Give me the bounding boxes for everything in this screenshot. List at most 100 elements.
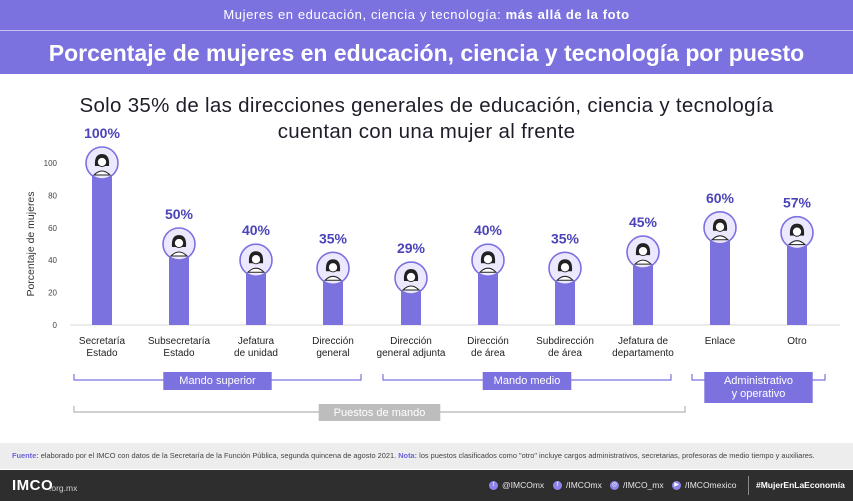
person-face bbox=[250, 254, 262, 265]
x-tick-label: Estado bbox=[86, 348, 118, 359]
x-tick-label: departamento bbox=[612, 348, 674, 359]
twitter-icon: t bbox=[489, 480, 498, 490]
social-handle: /IMCOmx bbox=[566, 480, 602, 490]
data-label: 57% bbox=[783, 195, 812, 211]
header-band: Mujeres en educación, ciencia y tecnolog… bbox=[0, 0, 853, 74]
x-tick-label: Dirección bbox=[467, 336, 509, 347]
x-tick-label: de área bbox=[548, 348, 582, 359]
x-tick-label: de unidad bbox=[234, 348, 278, 359]
bar bbox=[478, 260, 498, 325]
y-axis-label: Porcentaje de mujeres bbox=[25, 191, 37, 296]
bar bbox=[710, 227, 730, 325]
note-text: los puestos clasificados como "otro" inc… bbox=[419, 451, 815, 460]
x-tick-label: Jefatura bbox=[238, 336, 275, 347]
x-tick-label: Enlace bbox=[705, 336, 736, 347]
x-tick-label: Jefatura de bbox=[618, 336, 668, 347]
group-label: Mando superior bbox=[179, 375, 256, 387]
social-youtube[interactable]: ▶ /IMCOmexico bbox=[672, 480, 736, 490]
bar bbox=[246, 260, 266, 325]
y-tick-label: 0 bbox=[53, 321, 58, 330]
x-tick-label: de área bbox=[471, 348, 505, 359]
person-shoulders bbox=[92, 170, 112, 176]
person-face bbox=[791, 226, 803, 237]
person-shoulders bbox=[478, 267, 498, 273]
group-label: y operativo bbox=[732, 388, 786, 400]
x-tick-label: general adjunta bbox=[377, 348, 446, 359]
series-title-bold: más allá de la foto bbox=[505, 7, 630, 22]
social-twitter[interactable]: t @IMCOmx bbox=[489, 480, 544, 490]
person-shoulders bbox=[169, 251, 189, 257]
data-label: 45% bbox=[629, 214, 658, 230]
bar bbox=[787, 232, 807, 325]
person-face bbox=[96, 156, 108, 168]
y-tick-label: 60 bbox=[48, 224, 57, 233]
data-label: 50% bbox=[165, 206, 194, 222]
person-face bbox=[559, 262, 571, 273]
group-label-box bbox=[482, 372, 572, 390]
person-face bbox=[637, 246, 649, 257]
group-label: Mando medio bbox=[494, 375, 561, 387]
person-face bbox=[405, 271, 417, 283]
group-label: Administrativo bbox=[724, 375, 793, 387]
social-instagram[interactable]: ◎ /IMCO_mx bbox=[610, 480, 664, 490]
youtube-icon: ▶ bbox=[672, 480, 681, 490]
data-label: 100% bbox=[84, 125, 120, 141]
person-shoulders bbox=[555, 275, 575, 281]
x-tick-label: Secretaría bbox=[79, 336, 126, 347]
x-tick-label: Subdirección bbox=[536, 336, 594, 347]
x-tick-label: Estado bbox=[163, 348, 195, 359]
bar bbox=[169, 244, 189, 325]
series-title: Mujeres en educación, ciencia y tecnolog… bbox=[0, 0, 853, 30]
footer-divider bbox=[748, 476, 749, 495]
y-tick-label: 80 bbox=[48, 191, 57, 200]
footnote: Fuente: elaborado por el IMCO con datos … bbox=[0, 443, 853, 469]
source-label: Fuente: bbox=[12, 451, 39, 460]
x-tick-label: general bbox=[316, 348, 349, 359]
source-text: elaborado por el IMCO con datos de la Se… bbox=[40, 451, 397, 460]
logo-domain[interactable]: .org.mx bbox=[49, 483, 78, 493]
y-tick-label: 100 bbox=[44, 159, 58, 168]
facebook-icon: f bbox=[553, 480, 562, 490]
series-title-text: Mujeres en educación, ciencia y tecnolog… bbox=[223, 7, 502, 22]
x-tick-label: Subsecretaría bbox=[148, 336, 211, 347]
imco-logo[interactable]: IMCO bbox=[12, 477, 54, 494]
person-shoulders bbox=[401, 285, 421, 291]
person-shoulders bbox=[323, 275, 343, 281]
headline-line-1: Solo 35% de las direcciones generales de… bbox=[79, 94, 774, 117]
data-label: 35% bbox=[319, 230, 348, 246]
data-label: 35% bbox=[551, 230, 580, 246]
person-face bbox=[482, 254, 494, 265]
person-face bbox=[327, 262, 339, 273]
data-label: 40% bbox=[474, 222, 503, 238]
note-label: Nota: bbox=[398, 451, 418, 460]
social-handle: /IMCOmexico bbox=[685, 480, 737, 490]
person-shoulders bbox=[633, 259, 653, 265]
person-shoulders bbox=[787, 240, 807, 246]
bar bbox=[633, 252, 653, 325]
person-shoulders bbox=[710, 235, 730, 241]
x-tick-label: Otro bbox=[787, 336, 807, 347]
chart-headline: Solo 35% de las direcciones generales de… bbox=[0, 93, 853, 145]
person-face bbox=[714, 221, 726, 232]
person-shoulders bbox=[246, 267, 266, 273]
hashtag[interactable]: #MujerEnLaEconomía bbox=[756, 480, 845, 490]
header-divider bbox=[0, 30, 853, 31]
instagram-icon: ◎ bbox=[610, 480, 619, 490]
bar bbox=[92, 163, 112, 325]
headline-line-2: cuentan con una mujer al frente bbox=[277, 120, 576, 143]
total-label-box bbox=[318, 404, 441, 421]
total-label: Puestos de mando bbox=[334, 407, 426, 419]
social-handle: @IMCOmx bbox=[502, 480, 545, 490]
data-label: 60% bbox=[706, 190, 735, 206]
group-label-box bbox=[163, 372, 272, 390]
social-handle: /IMCO_mx bbox=[623, 480, 664, 490]
social-facebook[interactable]: f/IMCOmx bbox=[553, 480, 602, 490]
x-tick-label: Dirección bbox=[390, 336, 432, 347]
bar-chart: Porcentaje de mujeres 0 20 40 60 80 100 100% Sec… bbox=[25, 125, 840, 421]
page-title: Porcentaje de mujeres en educación, cien… bbox=[48, 40, 805, 66]
x-tick-label: Dirección bbox=[312, 336, 354, 347]
y-tick-label: 40 bbox=[48, 256, 57, 265]
data-label: 40% bbox=[242, 222, 271, 238]
group-label-box bbox=[704, 372, 813, 403]
